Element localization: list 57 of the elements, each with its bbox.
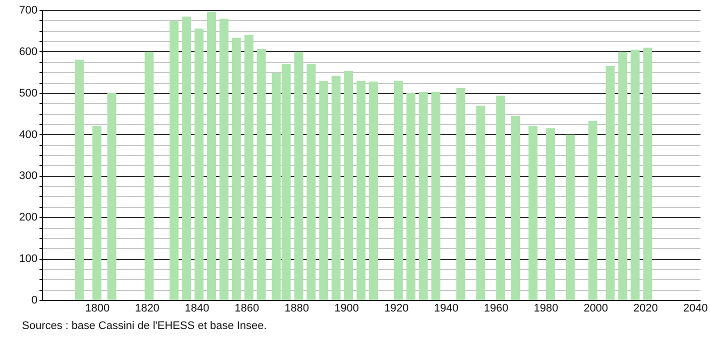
y-tick-label: 500 [19, 87, 38, 100]
y-tick-label: 0 [31, 294, 38, 306]
y-tick-label: 300 [19, 170, 38, 182]
bar [476, 106, 486, 300]
x-tick-label: 1900 [334, 302, 359, 314]
x-tick-label: 2040 [683, 302, 708, 314]
bar [630, 50, 640, 300]
bar [406, 92, 416, 300]
x-tick-label: 1940 [434, 302, 459, 314]
bar [92, 126, 102, 300]
x-tick-label: 2020 [633, 302, 658, 314]
bar [431, 92, 440, 300]
bar [606, 66, 615, 300]
y-tick-label: 600 [19, 46, 38, 58]
bar [144, 52, 154, 300]
bar [528, 126, 538, 300]
bar [107, 92, 116, 300]
bar [244, 34, 254, 300]
bar [194, 28, 204, 300]
bar [206, 12, 216, 300]
bar [394, 80, 403, 300]
x-tick-label: 1980 [534, 302, 558, 314]
bar [344, 70, 354, 300]
bar [356, 80, 366, 300]
y-tick-label: 100 [19, 253, 38, 266]
bar [643, 48, 652, 300]
x-tick-label: 1880 [284, 302, 309, 314]
x-tick-label: 1800 [85, 302, 110, 314]
bar [496, 96, 506, 300]
x-tick-label: 1820 [134, 302, 160, 314]
bar [588, 121, 598, 300]
bar [232, 38, 241, 300]
x-tick-label: 1860 [234, 302, 260, 314]
bar [546, 128, 555, 300]
x-tick-label: 1920 [384, 302, 409, 314]
y-tick-label: 700 [19, 4, 38, 16]
y-tick-label: 200 [19, 212, 38, 224]
bar [418, 92, 428, 300]
bar [170, 20, 179, 300]
bar [456, 88, 466, 300]
bar [618, 52, 628, 300]
bar [511, 116, 520, 300]
bar [566, 134, 575, 300]
bar [74, 60, 84, 300]
bar [319, 80, 328, 300]
bar [294, 52, 304, 300]
y-tick-label: 400 [19, 128, 38, 141]
x-tick-label: 2000 [584, 302, 608, 314]
bar [256, 48, 266, 300]
x-tick-label: 1960 [484, 302, 508, 314]
x-tick-label: 1840 [184, 302, 210, 314]
bar [368, 82, 378, 300]
bar [306, 64, 316, 300]
bar [219, 18, 228, 300]
bar [182, 16, 192, 300]
source-note: Sources : base Cassini de l'EHESS et base Insee. [22, 320, 267, 332]
bar [332, 76, 341, 300]
